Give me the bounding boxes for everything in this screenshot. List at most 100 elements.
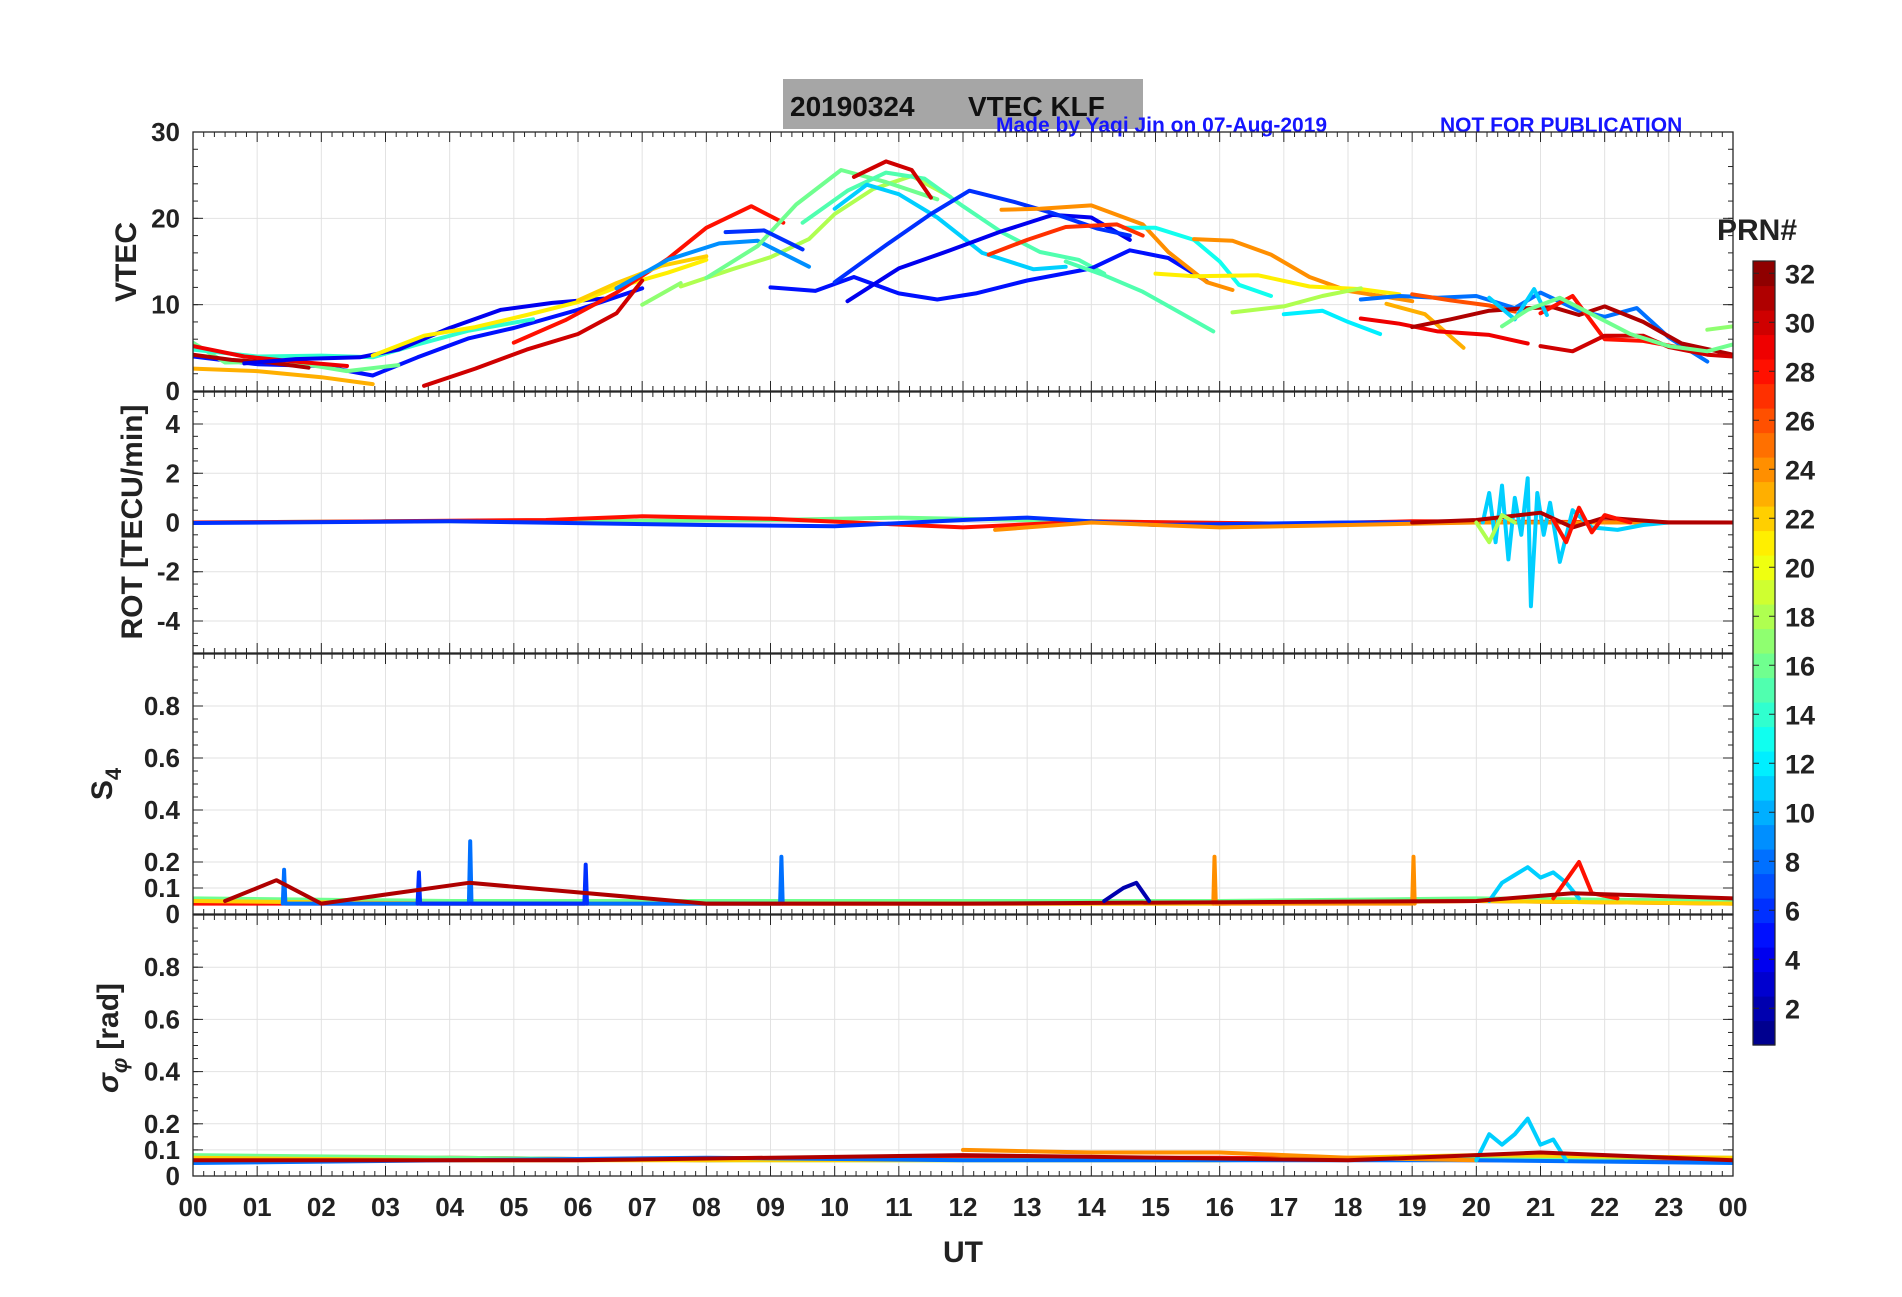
colorbar-tick-label: 16 [1785, 651, 1815, 681]
colorbar-segment [1753, 506, 1775, 532]
s4-y-label: S4 [86, 767, 126, 800]
vtec-series-prn-11 [1487, 287, 1549, 322]
y-tick-label: 0.4 [144, 1057, 181, 1087]
vtec-series-prn-4 [242, 296, 606, 366]
vtec-series-prn-24 [999, 203, 1235, 292]
sigma-frame [192, 914, 1734, 1177]
x-tick-label: 20 [1462, 1192, 1491, 1222]
sigma-series-prn-31 [193, 1150, 1733, 1163]
y-tick-label: 0.2 [144, 847, 180, 877]
colorbar-tick-label: 26 [1785, 406, 1815, 436]
sigma-lines [193, 1116, 1733, 1165]
y-tick-label: 0.1 [144, 1135, 180, 1165]
colorbar-segment [1753, 604, 1775, 630]
y-tick-label: 0 [166, 508, 180, 538]
colorbar-segment [1753, 922, 1775, 948]
y-tick-label: 0.6 [144, 1004, 180, 1034]
colorbar-segment [1753, 285, 1775, 311]
colorbar-tick-label: 18 [1785, 602, 1815, 632]
x-tick-label: 07 [628, 1192, 657, 1222]
s4-series-prn-24 [1211, 854, 1417, 906]
colorbar-segment [1753, 1020, 1775, 1046]
s4-grid [192, 653, 1734, 915]
y-tick-label: 30 [151, 117, 180, 147]
sigma-y-label: σφ [rad] [92, 983, 132, 1093]
x-tick-label: 21 [1526, 1192, 1555, 1222]
y-tick-label: -4 [157, 606, 181, 636]
s4-y-label-main: S [86, 780, 119, 800]
x-tick-label: 05 [499, 1192, 528, 1222]
sigma-y-ticks: 00.10.2 0.4 0.6 0.8 [144, 952, 181, 1191]
colorbar-segment [1753, 432, 1775, 458]
colorbar-segment [1753, 873, 1775, 899]
s4-y-label-sub: 4 [101, 767, 126, 780]
colorbar-segment [1753, 849, 1775, 875]
x-tick-label: 00 [179, 1192, 208, 1222]
colorbar-segment [1753, 579, 1775, 605]
x-tick-label: 13 [1013, 1192, 1042, 1222]
sigma-y-label-main: σ [92, 1072, 125, 1093]
colorbar-segment [1753, 653, 1775, 679]
x-tick-label: 12 [949, 1192, 978, 1222]
vtec-series-prn-29 [193, 344, 349, 368]
x-tick-label: 18 [1334, 1192, 1363, 1222]
vtec-series-prn-9 [614, 238, 811, 291]
s4-series-prn-2 [1102, 880, 1152, 903]
x-tick-label: 03 [371, 1192, 400, 1222]
rot-frame [192, 391, 1734, 654]
colorbar-tick-label: 14 [1785, 700, 1815, 730]
colorbar-tick-label: 20 [1785, 553, 1815, 583]
colorbar-segment [1753, 824, 1775, 850]
colorbar-segment [1753, 310, 1775, 336]
vtec-y-ticks: 0 10 20 30 [151, 117, 180, 406]
svg-text:S4: S4 [86, 767, 126, 800]
colorbar-segment [1753, 677, 1775, 703]
colorbar-title: PRN# [1717, 214, 1797, 247]
colorbar-segment [1753, 555, 1775, 581]
colorbar-tick-label: 28 [1785, 357, 1815, 387]
vtec-series-prn-5 [768, 248, 1209, 302]
x-tick-label: 19 [1398, 1192, 1427, 1222]
rot-y-label: ROT [TECU/min] [116, 405, 149, 640]
colorbar-frame [1752, 260, 1776, 1046]
title-text: VTEC KLF [968, 91, 1105, 122]
colorbar-tick-label: 4 [1785, 945, 1800, 975]
colorbar-segment [1753, 971, 1775, 997]
x-tick-label: 09 [756, 1192, 785, 1222]
y-tick-label: 0.2 [144, 1109, 180, 1139]
x-tick-label: 06 [564, 1192, 593, 1222]
vtec-series-prn-16 [1500, 295, 1733, 354]
y-tick-label: 0 [166, 899, 180, 929]
colorbar-tick-label: 8 [1785, 847, 1800, 877]
s4-y-ticks: 00.10.2 0.4 0.6 0.8 [144, 691, 181, 929]
colorbar-segment [1753, 457, 1775, 483]
colorbar-segment [1753, 996, 1775, 1022]
colorbar-segment [1753, 628, 1775, 654]
x-tick-labels: 00 01 02 03 04 05 06 07 08 09 10 11 12 13 14 15 16 17 18 19… [179, 1192, 1748, 1222]
rot-series-prn-28 [1551, 505, 1633, 545]
y-tick-label: 0.4 [144, 795, 181, 825]
x-tick-label: 16 [1205, 1192, 1234, 1222]
sigma-series-prn-11 [1474, 1116, 1569, 1163]
y-tick-label: 0.8 [144, 691, 180, 721]
vtec-series-prn-17 [1705, 324, 1733, 332]
vtec-grid [192, 131, 1734, 392]
vtec-series-prn-13 [1121, 225, 1273, 298]
x-tick-label: 22 [1590, 1192, 1619, 1222]
s4-frame [192, 653, 1734, 915]
colorbar-segment [1753, 751, 1775, 777]
s4-lines [193, 839, 1733, 906]
colorbar [1752, 260, 1776, 1046]
y-tick-label: 0 [166, 376, 180, 406]
s4-series-prn-31 [223, 878, 1733, 906]
colorbar-segment [1753, 775, 1775, 801]
vtec-series-prn-30 [422, 278, 645, 388]
vtec-series-prn-30 [851, 159, 933, 200]
colorbar-tick-label: 24 [1785, 455, 1815, 485]
vtec-series-prn-12 [1281, 308, 1383, 336]
x-tick-label: 00 [1719, 1192, 1748, 1222]
colorbar-segment [1753, 947, 1775, 973]
x-tick-label: 04 [435, 1192, 464, 1222]
